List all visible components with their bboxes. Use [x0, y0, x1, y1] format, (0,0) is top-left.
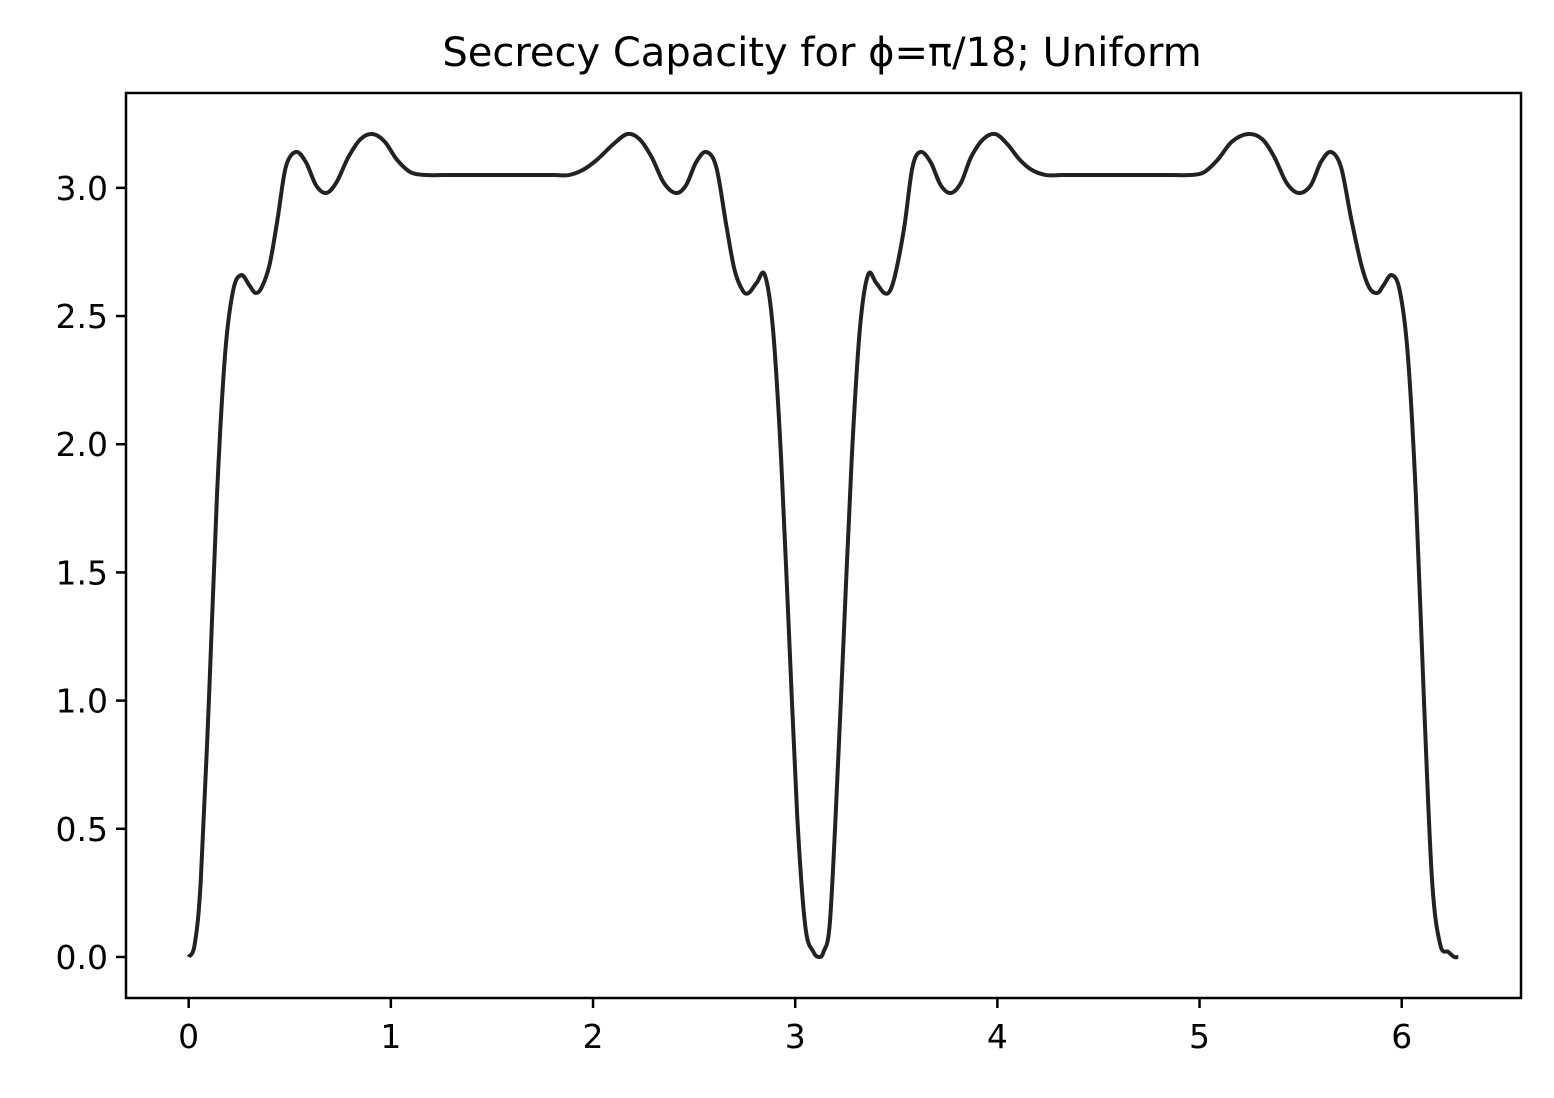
ticks-layer: 0 1 2 3 4 5 6 0.0 0.5 1.0 1.5 2.0 2.5 3.0 [56, 169, 1413, 1056]
x-tick-label: 3 [785, 1017, 806, 1056]
y-tick-label: 1.5 [56, 553, 108, 592]
plot-frame [124, 91, 1523, 1000]
x-tick-label: 1 [380, 1017, 401, 1056]
series-line [186, 131, 1459, 960]
y-tick-label: 2.0 [56, 425, 108, 464]
x-tick-label: 5 [1189, 1017, 1210, 1056]
x-tick-label: 4 [987, 1017, 1008, 1056]
chart-title: Secrecy Capacity for ϕ=π/18; Uniform [442, 30, 1201, 76]
y-tick-label: 0.0 [56, 938, 108, 977]
x-tick-label: 2 [583, 1017, 604, 1056]
y-tick-label: 2.5 [56, 297, 108, 336]
y-tick-label: 3.0 [56, 169, 108, 208]
x-tick-label: 6 [1391, 1017, 1412, 1056]
y-tick-label: 0.5 [56, 810, 108, 849]
y-tick-label: 1.0 [56, 682, 108, 721]
x-tick-label: 0 [178, 1017, 199, 1056]
